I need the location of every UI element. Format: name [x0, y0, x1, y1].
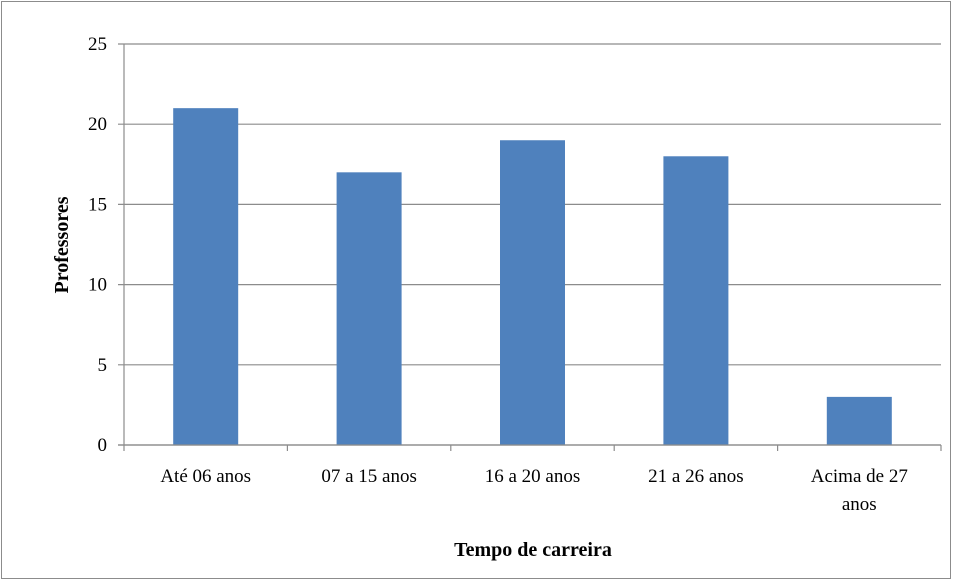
y-tick-label: 0 — [98, 435, 108, 456]
bars — [173, 108, 892, 446]
x-tick-label: 21 a 26 anos — [648, 466, 744, 487]
bar-1 — [173, 108, 239, 445]
bar-2 — [336, 172, 402, 445]
y-tick-label: 20 — [88, 114, 107, 135]
x-tick-label: Acima de 27 anos — [811, 466, 908, 515]
axes — [118, 44, 942, 451]
bar-5 — [826, 396, 892, 445]
y-tick-label: 5 — [98, 355, 108, 376]
x-tick-label: 07 a 15 anos — [321, 466, 417, 487]
y-axis-title: Professores — [51, 196, 73, 293]
x-tick-label: Até 06 anos — [160, 466, 251, 487]
bar-4 — [663, 156, 729, 445]
x-tick-label: 16 a 20 anos — [485, 466, 581, 487]
x-tick-labels: Até 06 anos 07 a 15 anos 16 a 20 anos 21 a … — [160, 466, 908, 515]
y-tick-label: 25 — [88, 34, 107, 55]
y-tick-label: 15 — [88, 194, 107, 215]
y-tick-labels: 0 5 10 15 20 25 — [88, 34, 107, 456]
x-axis-title: Tempo de carreira — [454, 539, 612, 561]
bar-3 — [500, 140, 565, 446]
y-tick-label: 10 — [88, 275, 107, 296]
